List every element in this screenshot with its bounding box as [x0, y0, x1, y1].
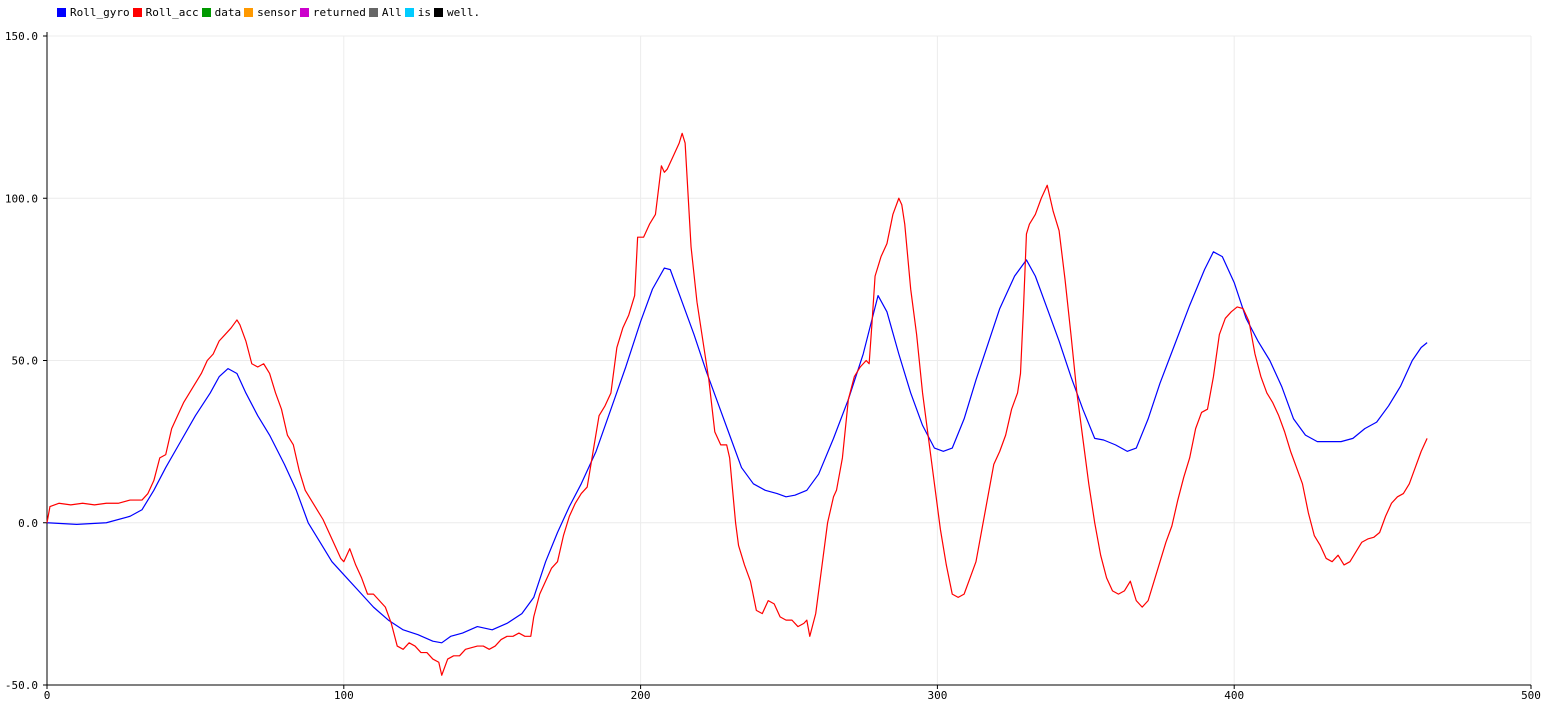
legend-swatch — [201, 7, 211, 17]
legend-swatch — [244, 7, 254, 17]
y-tick-label: 100.0 — [5, 192, 38, 205]
legend-label: sensor — [257, 5, 297, 19]
x-tick-label: 400 — [1224, 689, 1244, 702]
legend-label: is — [417, 5, 431, 19]
grid-lines — [47, 35, 1532, 685]
legend-label: Roll_gyro — [70, 5, 130, 19]
legend-swatch — [433, 7, 443, 17]
legend-item: is — [404, 5, 431, 19]
x-tick-label: 100 — [334, 689, 354, 702]
legend-swatch — [368, 7, 378, 17]
x-tick-label: 200 — [631, 689, 651, 702]
series-line-roll-acc — [46, 132, 1428, 676]
legend-item: sensor — [244, 6, 297, 19]
tick-labels: 150.0 100.0 50.0 0.0 -50.0 0 100 200 300 400 500 — [5, 30, 1541, 702]
legend-label: well. — [446, 5, 481, 19]
legend-item: well. — [433, 5, 481, 19]
legend-label: Roll_acc — [145, 5, 199, 19]
x-tick-label: 500 — [1521, 689, 1541, 702]
legend-swatch — [132, 7, 142, 17]
legend-item: All — [368, 5, 402, 19]
y-tick-label: 150.0 — [5, 30, 38, 43]
x-tick-label: 300 — [927, 689, 947, 702]
legend-label: returned — [312, 5, 366, 19]
legend-item: data — [201, 5, 242, 19]
legend-swatch — [299, 7, 309, 17]
axes — [43, 32, 1532, 689]
legend-item: Roll_acc — [132, 5, 199, 19]
legend-item: Roll_gyro — [57, 6, 130, 19]
legend-label: data — [214, 5, 242, 19]
chart-legend: Roll_gyro Roll_acc data sensor returned All is… — [57, 5, 483, 19]
legend-label: All — [381, 5, 402, 19]
legend-swatch — [404, 7, 414, 17]
y-tick-label: 50.0 — [12, 355, 39, 368]
series-line-roll-gyro — [46, 251, 1428, 644]
y-tick-label: -50.0 — [5, 679, 38, 692]
x-tick-label: 0 — [44, 689, 51, 702]
y-tick-label: 0.0 — [18, 517, 38, 530]
legend-swatch — [57, 7, 66, 17]
series-layer — [46, 132, 1428, 676]
legend-item: returned — [299, 5, 366, 19]
